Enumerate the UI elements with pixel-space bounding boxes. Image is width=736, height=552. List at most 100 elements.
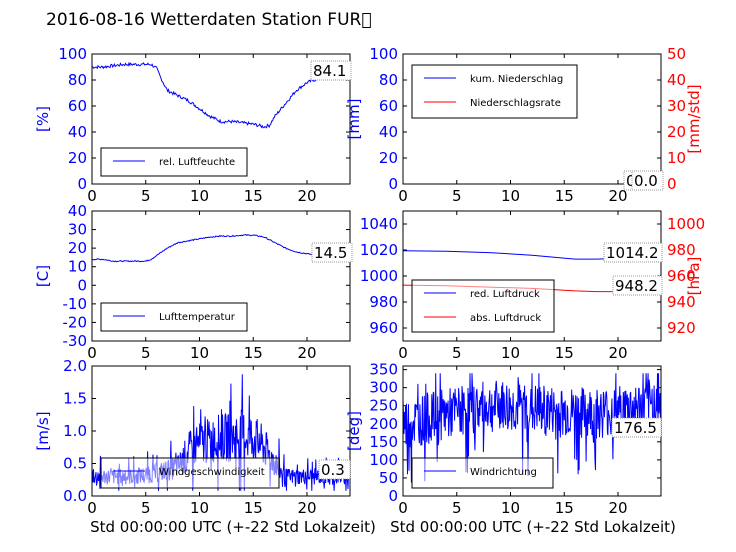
y-tick-label: 60 [68, 97, 87, 115]
y-axis-label: [%] [34, 106, 52, 132]
y-tick-label: 2.0 [63, 357, 87, 375]
x-tick-label: 10 [190, 499, 209, 517]
y2-axis-label: [hPa] [685, 257, 703, 296]
x-tick-label: 5 [141, 344, 151, 362]
y-tick-label: 1.5 [63, 390, 87, 408]
y2-tick-label: 960 [667, 267, 696, 285]
y-tick-label: 1040 [360, 215, 398, 233]
series-line-0 [403, 373, 661, 483]
y-tick-label: 1020 [360, 241, 398, 259]
value-label-box [318, 459, 351, 480]
y2-axis-label: [mm/std] [685, 84, 703, 153]
legend-entry: Windrichtung [470, 467, 537, 478]
legend-box [100, 147, 248, 177]
x-tick-label: 15 [244, 187, 263, 205]
x-tick-label: 10 [190, 344, 209, 362]
x-axis-label-left: Std 00:00:00 UTC (+-22 Std Lokalzeit) [90, 518, 376, 536]
legend-entry: rel. Luftfeuchte [159, 157, 235, 168]
legend-entry: Niederschlagsrate [470, 98, 561, 109]
x-tick-label: 0 [87, 499, 97, 517]
y-tick-label: 40 [379, 123, 398, 141]
legend-box [100, 302, 248, 332]
y-tick-label: 40 [68, 123, 87, 141]
y-tick-label: 20 [68, 149, 87, 167]
legend-entry: abs. Luftdruck [470, 313, 541, 324]
y2-tick-label: 920 [667, 319, 696, 337]
legend-box [411, 64, 578, 119]
y2-tick-label: 40 [667, 71, 686, 89]
value-label-secondary: 0.0 [634, 172, 658, 190]
x-tick-label: 0 [87, 187, 97, 205]
x-tick-label: 5 [452, 344, 462, 362]
y-tick-label: 50 [379, 469, 398, 487]
x-tick-label: 20 [608, 344, 627, 362]
x-tick-label: 5 [141, 499, 151, 517]
series-line-0 [92, 61, 350, 129]
plot-frame [402, 53, 662, 185]
y-tick-label: 960 [369, 319, 398, 337]
y-tick-label: -10 [63, 295, 88, 313]
value-label-box [603, 242, 663, 263]
x-tick-label: 10 [190, 187, 209, 205]
y2-tick-label: 30 [667, 97, 686, 115]
y2-tick-label: 940 [667, 293, 696, 311]
legend-entry: kum. Niederschlag [470, 74, 563, 85]
x-tick-label: 15 [244, 344, 263, 362]
x-tick-label: 20 [608, 187, 627, 205]
plot-frame [91, 365, 351, 497]
y-tick-label: 100 [369, 45, 398, 63]
value-label-box [611, 417, 662, 438]
y-axis-label: [mm] [345, 99, 363, 140]
x-tick-label: 15 [555, 344, 574, 362]
y-tick-label: 0.0 [63, 487, 87, 505]
value-label: 176.5 [614, 419, 657, 437]
plot-frame [91, 53, 351, 185]
y-tick-label: 10 [68, 258, 87, 276]
y2-tick-label: 0 [667, 175, 677, 193]
y-tick-label: 250 [369, 397, 398, 415]
y-tick-label: 40 [68, 202, 87, 220]
y-tick-label: 0 [388, 487, 398, 505]
y-tick-label: 200 [369, 415, 398, 433]
y-tick-label: 80 [379, 71, 398, 89]
y-tick-label: 350 [369, 361, 398, 379]
y2-tick-label: 20 [667, 123, 686, 141]
y-tick-label: 150 [369, 433, 398, 451]
y-tick-label: -30 [63, 332, 88, 350]
y-axis-label: [m/s] [34, 411, 52, 450]
x-tick-label: 0 [87, 344, 97, 362]
legend-box [411, 457, 554, 489]
y-tick-label: 20 [68, 239, 87, 257]
y2-tick-label: 1000 [667, 215, 705, 233]
y-axis-label: [C] [34, 265, 52, 287]
y-tick-label: 20 [379, 149, 398, 167]
x-tick-label: 10 [501, 187, 520, 205]
y2-tick-label: 50 [667, 45, 686, 63]
x-tick-label: 20 [297, 187, 316, 205]
y-axis-label: [deg] [345, 411, 363, 451]
value-label: 1014.2 [606, 244, 659, 262]
legend-entry: Windgeschwindigkeit [159, 467, 265, 478]
y-tick-label: 0 [77, 175, 87, 193]
x-tick-label: 0 [398, 187, 408, 205]
value-label-box [311, 242, 353, 263]
y-tick-label: 100 [58, 45, 87, 63]
y-tick-label: 1000 [360, 267, 398, 285]
x-tick-label: 5 [452, 187, 462, 205]
y-tick-label: 1.0 [63, 422, 87, 440]
x-tick-label: 20 [608, 499, 627, 517]
x-tick-label: 10 [501, 499, 520, 517]
y-tick-label: 30 [68, 221, 87, 239]
x-tick-label: 10 [501, 344, 520, 362]
y-tick-label: -20 [63, 313, 88, 331]
x-tick-label: 15 [555, 499, 574, 517]
y2-tick-label: 980 [667, 241, 696, 259]
figure-title: 2016-08-16 Wetterdaten Station FUR  [46, 10, 372, 30]
y-tick-label: 0.5 [63, 455, 87, 473]
value-label-box [631, 170, 664, 191]
legend-entry: red. Luftdruck [470, 289, 540, 300]
plot-frame [91, 210, 351, 342]
x-axis-label-right: Std 00:00:00 UTC (+-22 Std Lokalzeit) [390, 518, 676, 536]
value-label-box [612, 275, 663, 296]
y-tick-label: 300 [369, 379, 398, 397]
